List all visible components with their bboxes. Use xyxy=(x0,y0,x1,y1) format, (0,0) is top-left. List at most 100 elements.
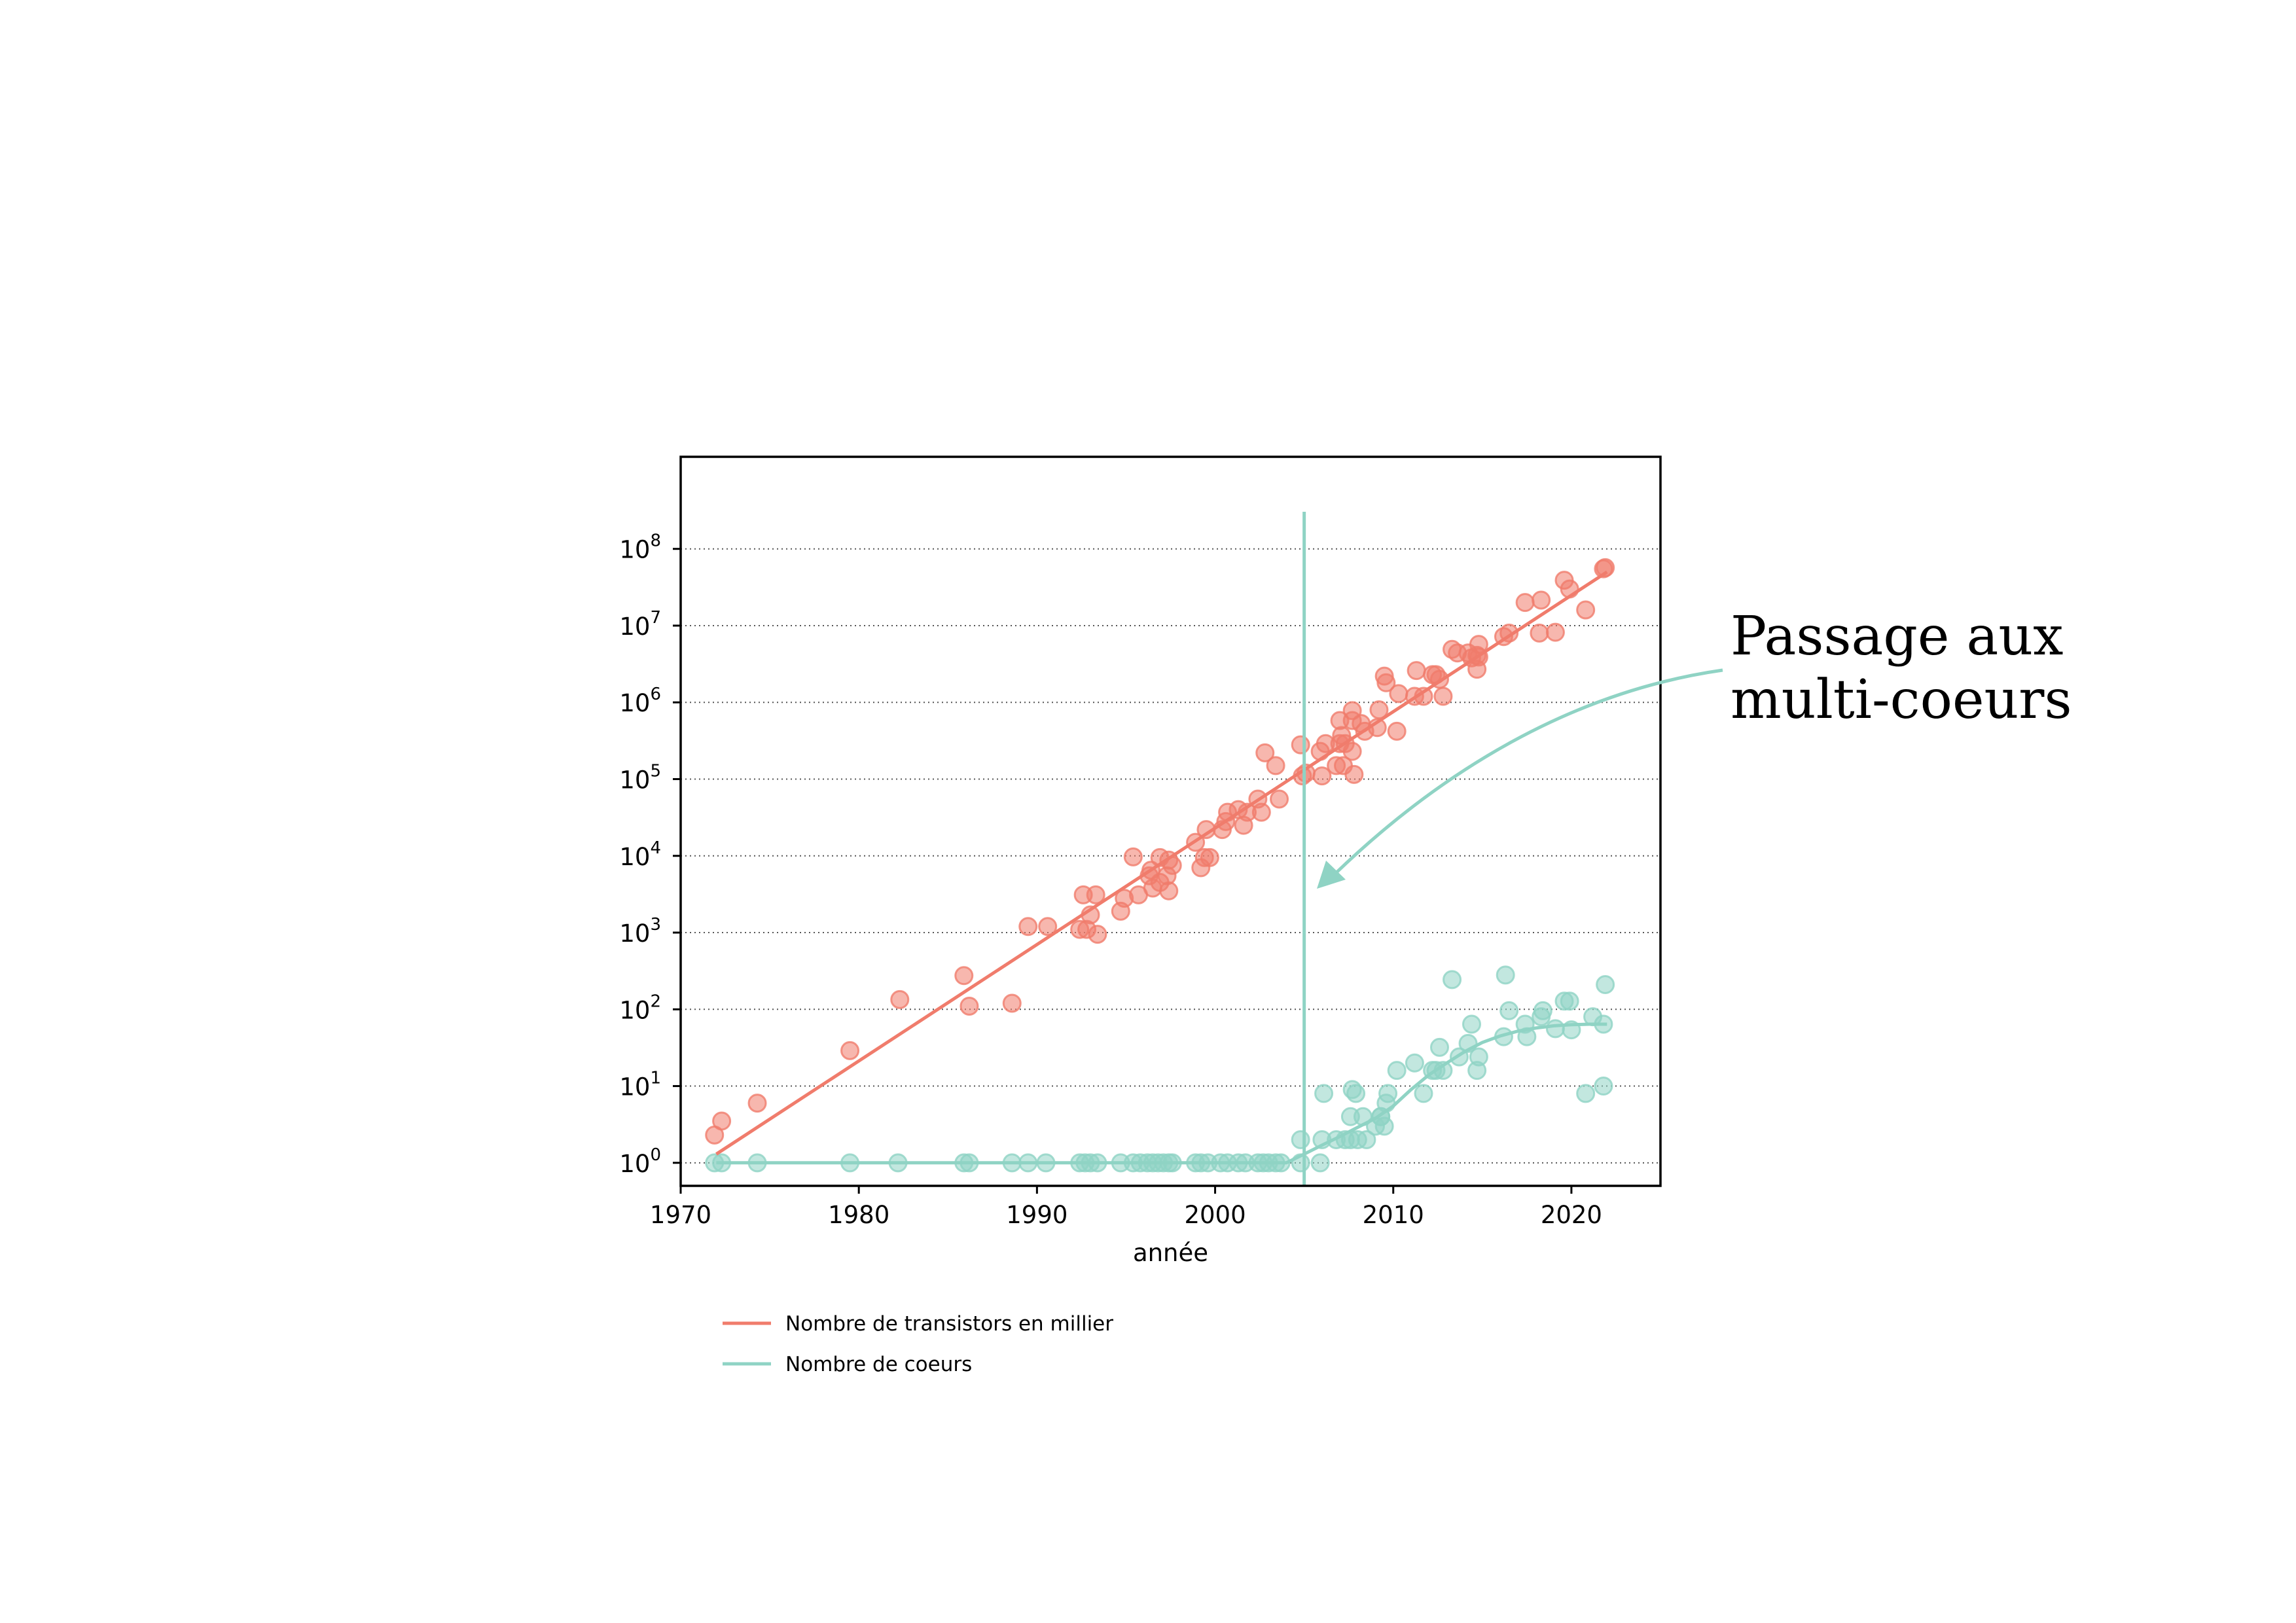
data-point xyxy=(1369,700,1389,720)
legend-label: Nombre de transistors en millier xyxy=(785,1312,1113,1336)
y-tick-label: 101 xyxy=(619,1069,661,1101)
data-point xyxy=(1545,1019,1565,1039)
x-tick-label: 2020 xyxy=(1541,1201,1602,1229)
data-point xyxy=(747,1094,767,1113)
y-tick-base: 10 xyxy=(619,1150,650,1178)
legend: Nombre de transistors en millier Nombre d… xyxy=(723,1312,1113,1376)
x-tick-label: 1980 xyxy=(828,1201,889,1229)
data-point xyxy=(1312,766,1332,786)
data-point xyxy=(1374,1116,1394,1136)
x-tick-label: 1990 xyxy=(1006,1201,1067,1229)
data-point xyxy=(712,1111,732,1131)
data-point xyxy=(1344,764,1364,784)
y-tick-exponent: 3 xyxy=(650,915,661,935)
data-point xyxy=(1018,917,1038,936)
x-tick-label: 2000 xyxy=(1184,1201,1246,1229)
data-point xyxy=(1086,885,1105,904)
data-point xyxy=(1200,847,1219,867)
y-tick-base: 10 xyxy=(619,613,650,641)
annotation-arrow xyxy=(1334,668,1723,875)
data-point xyxy=(954,966,974,986)
data-point xyxy=(1443,970,1462,990)
data-point xyxy=(1038,917,1058,936)
annotation-line-1: Passage aux xyxy=(1731,605,2063,668)
data-point xyxy=(1291,1130,1310,1150)
series-2 xyxy=(705,965,1615,1173)
data-point xyxy=(1405,1053,1424,1073)
y-tick-base: 10 xyxy=(619,1073,650,1101)
data-point xyxy=(1270,789,1289,809)
data-point xyxy=(1576,600,1596,620)
legend-label: Nombre de coeurs xyxy=(785,1353,972,1376)
y-tick-exponent: 1 xyxy=(650,1069,661,1088)
data-point xyxy=(1002,993,1022,1013)
data-point xyxy=(1159,881,1179,901)
trend-line-2 xyxy=(716,1022,1607,1165)
y-tick-exponent: 8 xyxy=(650,531,661,551)
data-point xyxy=(1533,1001,1552,1020)
data-point xyxy=(1560,991,1579,1011)
data-point xyxy=(890,990,910,1009)
y-tick-exponent: 7 xyxy=(650,608,661,628)
y-tick-exponent: 6 xyxy=(650,685,661,704)
data-point xyxy=(1596,975,1615,995)
y-tick-label: 106 xyxy=(619,685,661,717)
y-tick-exponent: 4 xyxy=(650,838,661,858)
data-point xyxy=(1545,622,1565,642)
data-point xyxy=(1530,623,1549,643)
y-tick-label: 104 xyxy=(619,838,661,871)
data-point xyxy=(1310,1153,1330,1173)
annotation-line-2: multi-coeurs xyxy=(1731,669,2072,731)
y-tick-base: 10 xyxy=(619,919,650,948)
annotation-arrowhead xyxy=(1317,861,1346,889)
data-point xyxy=(1266,756,1285,776)
y-tick-exponent: 5 xyxy=(650,762,661,781)
data-point xyxy=(1346,1084,1366,1103)
y-tick-label: 103 xyxy=(619,915,661,948)
x-axis: 1970 1980 1990 2000 2010 2020 xyxy=(650,1186,1602,1229)
data-point xyxy=(1376,673,1396,692)
data-point xyxy=(1532,590,1551,610)
data-point xyxy=(1469,1047,1488,1067)
data-point xyxy=(1378,1084,1398,1103)
data-point xyxy=(1387,721,1407,741)
y-tick-label: 105 xyxy=(619,762,661,794)
data-point xyxy=(1515,593,1535,613)
y-tick-label: 107 xyxy=(619,608,661,641)
y-tick-base: 10 xyxy=(619,536,650,564)
y-tick-base: 10 xyxy=(619,996,650,1024)
data-point xyxy=(1387,1061,1407,1080)
x-tick-label: 2010 xyxy=(1363,1201,1424,1229)
data-point xyxy=(840,1041,860,1060)
series-layer xyxy=(705,558,1615,1173)
y-tick-exponent: 0 xyxy=(650,1145,661,1165)
data-point xyxy=(1596,558,1615,577)
data-point xyxy=(1433,687,1453,706)
data-point xyxy=(1251,802,1271,822)
data-point xyxy=(1314,1084,1334,1103)
data-point xyxy=(1499,1001,1519,1020)
trend-line-1 xyxy=(715,570,1608,1156)
y-tick-base: 10 xyxy=(619,689,650,717)
data-point xyxy=(1357,1130,1376,1150)
data-point xyxy=(1088,925,1107,944)
y-tick-label: 100 xyxy=(619,1145,661,1178)
data-point xyxy=(1496,965,1515,985)
plot-frame xyxy=(679,455,1662,1187)
x-tick-label: 1970 xyxy=(650,1201,711,1229)
data-point xyxy=(1462,1014,1481,1034)
data-point xyxy=(1594,1077,1613,1096)
y-tick-base: 10 xyxy=(619,843,650,871)
data-point xyxy=(1414,1084,1433,1103)
y-tick-exponent: 2 xyxy=(650,991,661,1011)
x-axis-title: année xyxy=(1133,1239,1208,1267)
data-point xyxy=(1123,847,1143,866)
data-point xyxy=(1291,735,1310,755)
data-point xyxy=(1576,1084,1596,1103)
data-point xyxy=(960,996,979,1016)
y-tick-base: 10 xyxy=(619,766,650,794)
y-tick-label: 108 xyxy=(619,531,661,564)
data-point xyxy=(1389,684,1408,704)
